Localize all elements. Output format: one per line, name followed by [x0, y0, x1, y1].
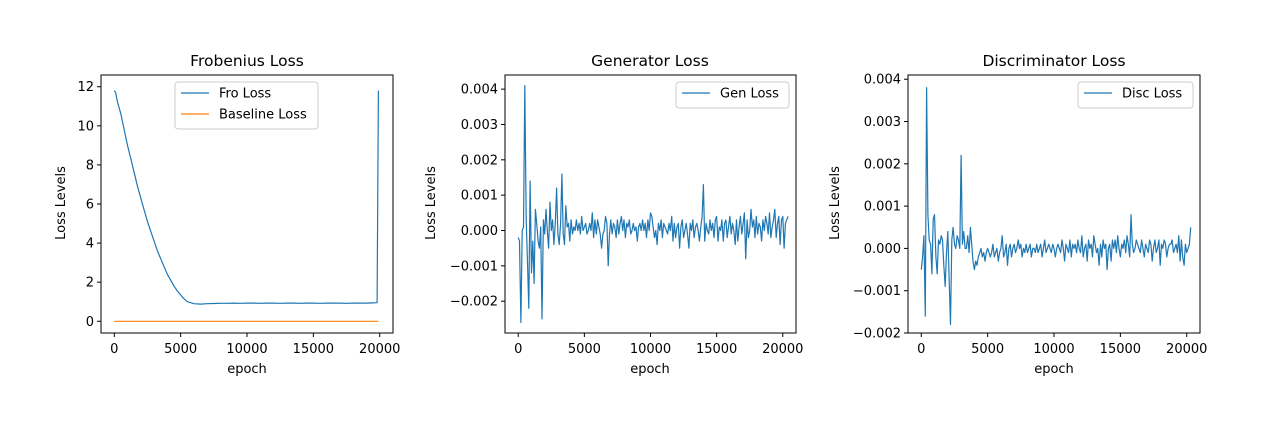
chart-title: Discriminator Loss: [982, 52, 1125, 70]
x-axis-label: epoch: [227, 362, 267, 377]
x-tick-label: 15000: [696, 342, 737, 357]
y-axis-label: Loss Levels: [54, 166, 69, 240]
y-tick-label: 0.004: [461, 83, 498, 98]
y-tick-label: −0.002: [450, 295, 498, 310]
y-axis-label: Loss Levels: [424, 166, 439, 240]
x-tick-label: 10000: [226, 342, 267, 357]
y-tick-label: −0.002: [853, 327, 901, 342]
legend: Disc Loss: [1077, 81, 1194, 109]
y-tick-label: 0.003: [864, 115, 901, 130]
y-tick-label: 0.001: [864, 200, 901, 215]
y-tick-label: 6: [86, 198, 94, 213]
x-tick-label: 15000: [1100, 342, 1141, 357]
x-axis-label: epoch: [1034, 362, 1074, 377]
chart-title: Frobenius Loss: [190, 52, 304, 70]
x-tick-label: 20000: [762, 342, 803, 357]
series-line: [517, 84, 789, 323]
legend-box: [174, 81, 319, 130]
y-tick-label: 2: [86, 276, 94, 291]
y-tick-label: 10: [77, 119, 94, 134]
x-axis-label: epoch: [630, 362, 670, 377]
y-tick-label: 0.000: [864, 242, 901, 257]
legend-box: [1077, 81, 1194, 109]
plot-area: [505, 75, 796, 333]
y-tick-label: 12: [77, 80, 94, 95]
legend: Fro Loss Baseline Loss: [174, 81, 319, 130]
chart-frobenius-loss: Frobenius Loss epoch Loss Levels 0 5000 10…: [54, 52, 400, 377]
x-tick-label: 5000: [568, 342, 601, 357]
y-tick-label: 0: [86, 315, 94, 330]
series-line: [920, 87, 1192, 326]
x-tick-label: 20000: [359, 342, 400, 357]
y-tick-label: 0.003: [461, 118, 498, 133]
y-tick-label: 0.000: [461, 224, 498, 239]
plot-area: [908, 75, 1200, 333]
x-tick-label: 10000: [1033, 342, 1074, 357]
y-tick-label: 0.002: [461, 153, 498, 168]
y-tick-label: 0.002: [864, 157, 901, 172]
x-tick-label: 0: [514, 342, 522, 357]
x-tick-label: 5000: [971, 342, 1004, 357]
x-tick-label: 20000: [1166, 342, 1207, 357]
y-tick-label: 0.004: [864, 73, 901, 88]
legend: Gen Loss: [675, 81, 790, 109]
chart-discriminator-loss: Discriminator Loss epoch Loss Levels 0 50…: [828, 52, 1207, 377]
chart-generator-loss: Generator Loss epoch Loss Levels 0 5000 10…: [424, 52, 803, 377]
y-tick-label: −0.001: [853, 284, 901, 299]
legend-box: [675, 81, 790, 109]
y-tick-label: 0.001: [461, 189, 498, 204]
legend-label: Baseline Loss: [219, 108, 307, 123]
x-tick-label: 15000: [293, 342, 334, 357]
x-tick-label: 10000: [630, 342, 671, 357]
x-tick-label: 5000: [164, 342, 197, 357]
series-line: [113, 90, 379, 305]
legend-label: Gen Loss: [720, 87, 779, 102]
y-tick-label: 8: [86, 158, 94, 173]
legend-label: Fro Loss: [219, 87, 271, 102]
y-tick-label: 4: [86, 237, 94, 252]
chart-title: Generator Loss: [591, 52, 709, 70]
y-tick-label: −0.001: [450, 259, 498, 274]
y-axis-label: Loss Levels: [828, 166, 843, 240]
x-tick-label: 0: [917, 342, 925, 357]
x-tick-label: 0: [110, 342, 118, 357]
legend-label: Disc Loss: [1122, 87, 1182, 102]
